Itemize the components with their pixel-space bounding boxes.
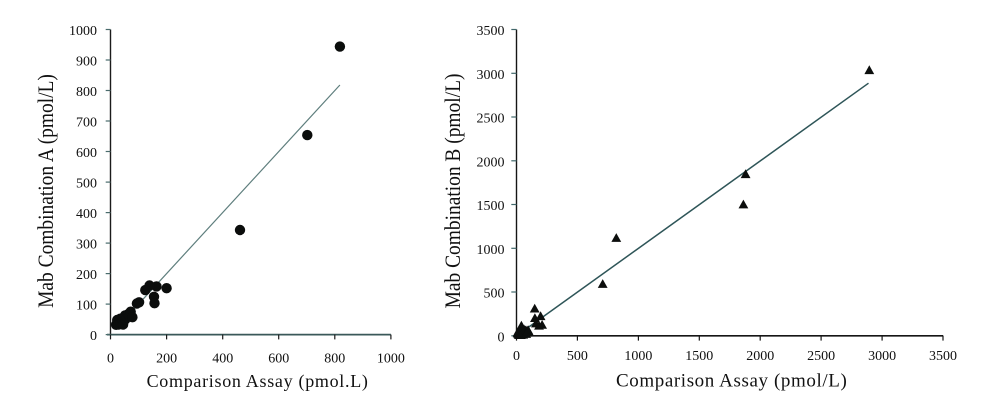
svg-text:800: 800 [76, 85, 97, 100]
svg-text:1000: 1000 [69, 24, 97, 39]
svg-text:Comparison Assay (pmol/L): Comparison Assay (pmol/L) [616, 370, 847, 391]
svg-text:800: 800 [324, 351, 345, 366]
svg-text:Mab Combination B (pmol/L): Mab Combination B (pmol/L) [442, 74, 465, 309]
svg-text:400: 400 [76, 207, 97, 222]
svg-text:0: 0 [498, 330, 505, 345]
svg-text:0: 0 [513, 349, 520, 364]
svg-text:400: 400 [212, 351, 233, 366]
svg-text:300: 300 [76, 238, 97, 253]
svg-text:1000: 1000 [477, 243, 505, 258]
svg-text:0: 0 [90, 329, 97, 344]
svg-text:500: 500 [76, 177, 97, 192]
svg-text:600: 600 [76, 146, 97, 161]
svg-text:2500: 2500 [477, 112, 505, 127]
svg-text:0: 0 [107, 351, 114, 366]
svg-text:700: 700 [76, 116, 97, 131]
svg-text:500: 500 [484, 287, 505, 302]
svg-text:1500: 1500 [685, 349, 713, 364]
svg-text:1500: 1500 [477, 199, 505, 214]
svg-text:3000: 3000 [477, 68, 505, 83]
svg-text:500: 500 [567, 349, 588, 364]
svg-text:3500: 3500 [929, 349, 957, 364]
svg-text:900: 900 [76, 55, 97, 70]
svg-text:Comparison Assay (pmol.L): Comparison Assay (pmol.L) [147, 371, 369, 392]
svg-text:600: 600 [268, 351, 289, 366]
svg-text:3500: 3500 [477, 24, 505, 39]
svg-text:2500: 2500 [807, 349, 835, 364]
svg-text:3000: 3000 [868, 349, 896, 364]
svg-text:200: 200 [76, 268, 97, 283]
svg-text:2000: 2000 [477, 155, 505, 170]
svg-text:Mab Combination A (pmol/L): Mab Combination A (pmol/L) [35, 74, 58, 308]
svg-text:200: 200 [156, 351, 177, 366]
svg-text:1000: 1000 [624, 349, 652, 364]
svg-text:1000: 1000 [377, 351, 405, 366]
svg-text:2000: 2000 [746, 349, 774, 364]
svg-text:100: 100 [76, 299, 97, 314]
